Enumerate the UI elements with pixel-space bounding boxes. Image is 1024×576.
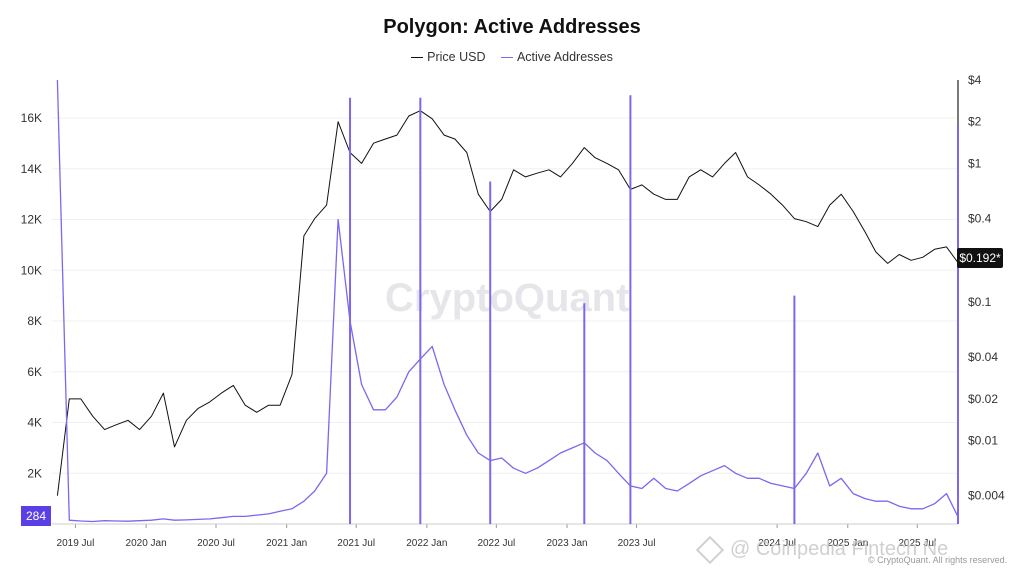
x-tick-label: 2019 Jul	[57, 538, 95, 549]
legend-swatch-price	[411, 57, 424, 59]
left-tick-label: 8K	[27, 314, 42, 328]
coinpedia-logo-icon	[695, 535, 725, 564]
current-price-badge: $0.192*	[957, 248, 1003, 268]
x-tick-label: 2022 Jan	[406, 538, 447, 549]
active-addresses-line	[56, 79, 959, 523]
legend-item-active[interactable]: Active Addresses	[500, 50, 613, 64]
overlay-text: @ Coinpedia Fintech Ne	[730, 538, 949, 560]
watermark: CryptoQuant	[385, 276, 630, 320]
x-tick-label: 2023 Jul	[618, 538, 656, 549]
left-tick-label: 6K	[27, 365, 42, 379]
right-tick-label: $1	[968, 156, 982, 170]
overlay-watermark: @ Coinpedia Fintech Ne	[695, 535, 949, 564]
x-tick-label: 2022 Jul	[477, 538, 515, 549]
price-usd-line	[56, 110, 959, 496]
x-tick-label: 2025 Jan	[827, 538, 868, 549]
current-active-badge: 284	[21, 506, 51, 526]
left-tick-label: 10K	[21, 263, 42, 277]
left-tick-label: 16K	[21, 111, 42, 125]
right-tick-label: $2	[968, 115, 982, 129]
legend: Price USD Active Addresses	[0, 50, 1024, 64]
right-tick-label: $0.004	[968, 489, 1005, 503]
x-tick-label: 2025 Jul	[898, 538, 936, 549]
left-tick-label: 2K	[27, 466, 42, 480]
x-tick-label: 2020 Jul	[197, 538, 235, 549]
right-tick-label: $0.4	[968, 212, 992, 226]
left-tick-label: 12K	[21, 213, 42, 227]
legend-label-price: Price USD	[427, 50, 486, 64]
legend-swatch-active	[500, 57, 513, 59]
x-tick-label: 2024 Jul	[758, 538, 796, 549]
x-tick-label: 2020 Jan	[126, 538, 167, 549]
right-tick-label: $0.1	[968, 295, 992, 309]
right-tick-label: $0.04	[968, 350, 998, 364]
left-tick-label: 4K	[27, 416, 42, 430]
right-tick-label: $4	[968, 73, 982, 87]
chart-title: Polygon: Active Addresses	[383, 16, 641, 38]
x-tick-label: 2021 Jul	[337, 538, 375, 549]
x-tick-label: 2023 Jan	[546, 538, 587, 549]
right-tick-label: $0.01	[968, 434, 998, 448]
legend-item-price[interactable]: Price USD	[411, 50, 485, 64]
legend-label-active: Active Addresses	[516, 50, 613, 64]
left-tick-label: 14K	[21, 162, 42, 176]
right-tick-label: $0.02	[968, 392, 998, 406]
footer-credit: © CryptoQuant. All rights reserved.	[868, 555, 1008, 565]
x-tick-label: 2021 Jan	[266, 538, 307, 549]
